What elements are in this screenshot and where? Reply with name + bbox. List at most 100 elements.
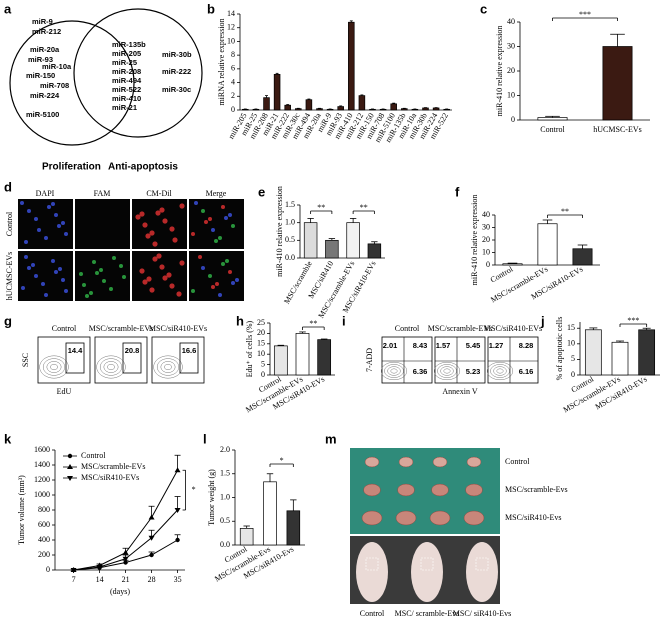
cell: [221, 262, 225, 266]
marker: [122, 556, 129, 562]
cell: [215, 282, 219, 286]
contour: [39, 355, 69, 379]
bar: [295, 333, 310, 376]
column-label: CM-Dil: [146, 189, 172, 198]
cell: [51, 202, 55, 206]
cell: [92, 260, 96, 264]
bar: [443, 108, 450, 111]
venn-circle: [9, 20, 135, 146]
y-axis-label: miR-410 relative expression: [470, 195, 479, 286]
cell: [21, 286, 25, 290]
cell: [57, 224, 61, 228]
bar: [284, 104, 291, 111]
cell: [159, 264, 165, 270]
bar: [602, 46, 633, 121]
y-tick-label: 4: [231, 77, 235, 86]
bar: [316, 108, 323, 111]
bar: [432, 107, 440, 111]
quadrant-value: 8.28: [519, 341, 534, 350]
tumor: [429, 510, 451, 526]
y-tick-label: 14: [227, 9, 235, 18]
x-tick-label: Control: [489, 264, 515, 284]
bar: [422, 107, 429, 111]
y-tick-label: 0: [46, 565, 50, 574]
panel-letter: j: [540, 313, 545, 328]
tumor-box: [365, 557, 379, 571]
bar: [286, 510, 301, 546]
cell: [179, 203, 185, 209]
y-tick-label: 1.5: [285, 200, 295, 209]
venn-item: miR-222: [162, 67, 191, 76]
cell: [152, 241, 158, 247]
y-axis-label: Tumor weight (g): [207, 469, 216, 526]
x-tick-label: 28: [148, 575, 156, 584]
mouse-label: Control: [360, 609, 385, 618]
marker: [175, 537, 180, 543]
legend-marker: [67, 476, 73, 481]
cell: [179, 260, 185, 266]
cell: [27, 266, 31, 270]
bar: [379, 108, 387, 111]
y-tick-label: 10: [507, 90, 515, 99]
cell: [34, 217, 38, 221]
quadrant-value: 6.36: [413, 367, 428, 376]
cell: [204, 220, 208, 224]
gate-value: 14.4: [68, 346, 83, 355]
micrograph: [75, 199, 130, 249]
contour: [99, 358, 123, 376]
tumor: [361, 510, 383, 526]
y-tick-label: 1400: [34, 460, 50, 469]
legend-label: MSC/siR410-EVs: [81, 473, 139, 482]
mouse-label: MSC/ siR410-Evs: [453, 609, 511, 618]
contour: [156, 358, 180, 376]
cell: [64, 232, 68, 236]
cell: [85, 294, 89, 298]
cell: [31, 263, 35, 267]
tumor: [395, 510, 417, 526]
cell: [139, 268, 145, 274]
venn-item: miR-522: [112, 85, 141, 94]
contour: [164, 363, 172, 371]
y-tick-label: 1000: [34, 490, 50, 499]
bar: [611, 341, 629, 376]
cell: [152, 256, 158, 262]
y-tick-label: 6: [231, 64, 235, 73]
x-tick-label: 21: [122, 575, 130, 584]
bar: [367, 243, 382, 259]
venn-item: miR-708: [40, 81, 69, 90]
cell: [44, 293, 48, 297]
gate: [179, 342, 199, 374]
marker: [96, 565, 103, 570]
cell: [27, 209, 31, 213]
bar: [242, 108, 249, 111]
cell: [102, 279, 106, 283]
axis-label: SSC: [21, 353, 30, 367]
axis-label: EdU: [57, 387, 72, 396]
bar: [638, 329, 656, 376]
panel-letter: e: [258, 184, 265, 199]
flow-title: MSC/scramble-EVs: [428, 324, 492, 333]
sig-label: **: [309, 319, 317, 328]
venn-item: miR-208: [112, 67, 141, 76]
bar: [584, 329, 602, 376]
panel-letter: b: [207, 1, 215, 16]
cell: [95, 271, 99, 275]
sig-label: *: [192, 485, 196, 494]
cell: [235, 278, 239, 282]
tumor: [397, 483, 415, 497]
y-tick-label: 0: [511, 115, 515, 124]
venn-item: miR-30c: [162, 85, 191, 94]
sig-label: ***: [579, 10, 591, 19]
contour: [160, 361, 176, 373]
row-label: Control: [5, 211, 14, 236]
marker: [174, 508, 181, 513]
flow-title: Control: [52, 324, 77, 333]
bar: [401, 108, 408, 111]
flow-plot: [434, 336, 486, 384]
bar: [572, 248, 593, 266]
contour: [496, 368, 504, 374]
venn-item: miR-410: [112, 94, 141, 103]
cell: [211, 285, 215, 289]
y-axis-label: Edu⁺ of cells (%): [245, 320, 254, 377]
cell: [166, 272, 172, 278]
